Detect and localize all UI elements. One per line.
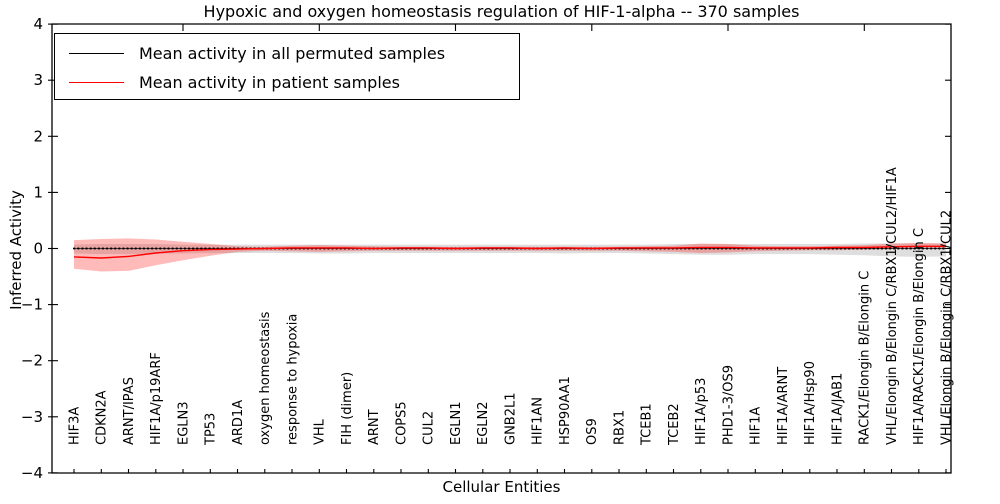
svg-text:VHL/Elongin B/Elongin C/RBX1/C: VHL/Elongin B/Elongin C/RBX1/CUL2/HIF1A	[885, 167, 900, 445]
svg-text:HIF1A/ARNT: HIF1A/ARNT	[776, 367, 791, 445]
svg-text:1: 1	[33, 183, 43, 201]
svg-text:4: 4	[33, 15, 43, 33]
svg-text:response to hypoxia: response to hypoxia	[285, 314, 300, 445]
svg-text:HIF3A: HIF3A	[67, 407, 82, 445]
legend-line-patient-icon	[69, 82, 124, 83]
svg-text:HIF1A/p19ARF: HIF1A/p19ARF	[149, 352, 164, 445]
svg-text:RACK1/Elongin B/Elongin C: RACK1/Elongin B/Elongin C	[858, 271, 873, 445]
svg-text:CDKN2A: CDKN2A	[95, 390, 110, 445]
legend-line-permuted-icon	[69, 53, 124, 54]
svg-text:CUL2: CUL2	[422, 411, 437, 445]
svg-text:TCEB2: TCEB2	[667, 403, 682, 446]
patient-std-band	[74, 238, 946, 272]
axis-ticks	[48, 23, 951, 474]
chart-title: Hypoxic and oxygen homeostasis regulatio…	[203, 2, 800, 21]
svg-text:EGLN1: EGLN1	[449, 401, 464, 445]
svg-text:3: 3	[33, 71, 43, 89]
svg-text:HSP90AA1: HSP90AA1	[558, 376, 573, 445]
x-axis-label: Cellular Entities	[442, 478, 561, 496]
svg-text:GNB2L1: GNB2L1	[503, 392, 518, 445]
svg-text:HIF1A/JAB1: HIF1A/JAB1	[830, 373, 845, 445]
svg-text:TP53: TP53	[204, 413, 219, 446]
svg-text:ARD1A: ARD1A	[231, 400, 246, 445]
svg-text:−1: −1	[21, 296, 43, 314]
svg-text:HIF1A/Hsp90: HIF1A/Hsp90	[803, 361, 818, 445]
svg-text:COPS5: COPS5	[394, 401, 409, 445]
y-tick-labels: 4 3 2 1 0 −1 −2 −3 −4	[21, 15, 43, 482]
legend-entry-patient: Mean activity in patient samples	[69, 68, 519, 97]
svg-text:HIF1A/p53: HIF1A/p53	[694, 378, 709, 445]
svg-text:FIH (dimer): FIH (dimer)	[340, 372, 355, 445]
svg-text:0: 0	[33, 240, 43, 258]
svg-text:HIF1A: HIF1A	[749, 407, 764, 445]
svg-text:RBX1: RBX1	[612, 410, 627, 445]
legend-label-patient: Mean activity in patient samples	[139, 73, 400, 92]
svg-text:−3: −3	[21, 408, 43, 426]
svg-text:2: 2	[33, 127, 43, 145]
legend-label-permuted: Mean activity in all permuted samples	[139, 44, 446, 63]
svg-text:HIF1AN: HIF1AN	[531, 397, 546, 445]
mean-patient-line	[73, 245, 946, 259]
y-axis-label: Inferred Activity	[7, 190, 25, 310]
svg-text:ARNT: ARNT	[367, 409, 382, 445]
svg-text:EGLN2: EGLN2	[476, 401, 491, 445]
legend-entry-permuted: Mean activity in all permuted samples	[69, 39, 519, 68]
svg-text:HIF1A/RACK1/Elongin B/Elongin: HIF1A/RACK1/Elongin B/Elongin C	[912, 228, 927, 445]
legend: Mean activity in all permuted samples Me…	[54, 33, 520, 100]
svg-text:oxygen homeostasis: oxygen homeostasis	[258, 311, 273, 445]
svg-text:EGLN3: EGLN3	[176, 401, 191, 445]
svg-text:VHL: VHL	[313, 418, 328, 445]
svg-text:−4: −4	[21, 464, 43, 482]
svg-text:PHD1-3/OS9: PHD1-3/OS9	[721, 365, 736, 445]
x-tick-labels: HIF3A CDKN2A ARNT/IPAS HIF1A/p19ARF EGLN3 TP5…	[67, 167, 954, 446]
svg-text:ARNT/IPAS: ARNT/IPAS	[122, 377, 137, 445]
svg-text:TCEB1: TCEB1	[640, 403, 655, 446]
svg-text:OS9: OS9	[585, 418, 600, 445]
svg-text:VHL/Elongin B/Elongin C/RBX1/C: VHL/Elongin B/Elongin C/RBX1/CUL2	[939, 210, 954, 445]
svg-text:−2: −2	[21, 352, 43, 370]
